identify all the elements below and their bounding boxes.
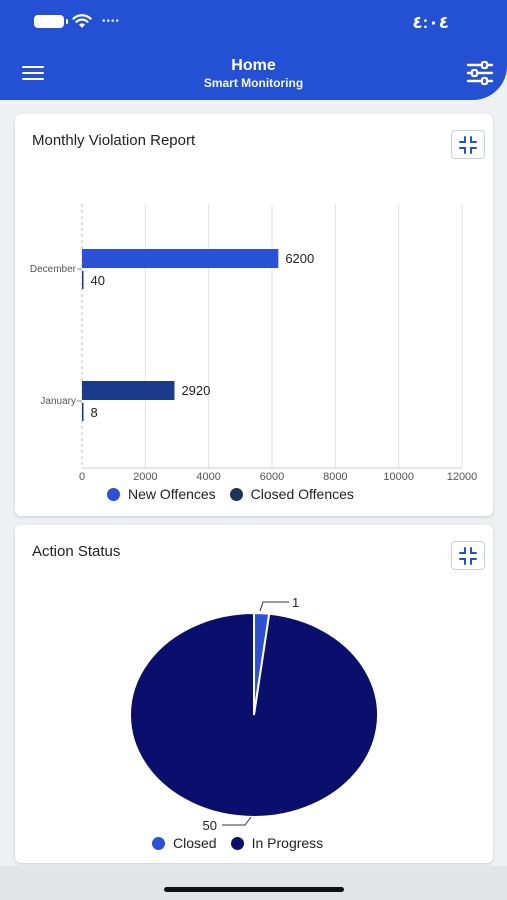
collapse-icon — [459, 135, 477, 154]
legend-label: In Progress — [251, 835, 324, 851]
slice-label: 1 — [292, 595, 299, 610]
legend-swatch — [107, 487, 120, 501]
sliders-icon — [466, 60, 494, 86]
page-title: Home — [231, 57, 276, 74]
slice-leader-line — [259, 601, 289, 612]
legend-label: Closed — [173, 835, 217, 851]
action-pie-chart: 1 50 — [129, 595, 379, 833]
violation-report-card: Monthly Violation Report 0 2000 4000 6000 80… — [15, 114, 493, 516]
battery-icon — [34, 15, 68, 28]
x-tick-label: 12000 — [447, 471, 478, 483]
status-icons: •••• — [34, 14, 120, 29]
action-status-card: Action Status 1 50 Closed In Progress — [15, 525, 493, 863]
x-tick-label: 4000 — [196, 471, 220, 483]
legend-item-closed-offences: Closed Offences — [229, 486, 354, 502]
slice-label: 50 — [203, 818, 217, 833]
bar — [82, 271, 84, 289]
pie-slice — [129, 611, 379, 818]
bar-value-label: 40 — [91, 273, 105, 288]
x-tick-label: 0 — [79, 471, 85, 483]
page-subtitle: Smart Monitoring — [203, 76, 304, 90]
hamburger-menu-icon — [22, 66, 44, 69]
bar-chart-legend: New Offences Closed Offences — [107, 486, 354, 502]
collapse-icon — [459, 546, 477, 565]
pie-chart-legend: Closed In Progress — [152, 835, 323, 851]
legend-label: New Offences — [128, 486, 216, 502]
bar — [82, 381, 175, 400]
x-tick-label: 6000 — [260, 471, 284, 483]
wifi-icon — [72, 14, 92, 28]
legend-swatch — [229, 487, 243, 501]
category-label: January — [40, 396, 76, 407]
filter-button[interactable] — [465, 60, 495, 86]
signal-dots-icon: •••• — [102, 16, 121, 27]
bar-value-label: 8 — [91, 405, 98, 420]
x-tick-label: 8000 — [323, 471, 347, 483]
slice-leader-line — [222, 816, 252, 826]
collapse-button[interactable] — [451, 130, 485, 159]
legend-item-closed: Closed — [152, 835, 217, 851]
bar-value-label: 6200 — [285, 251, 314, 266]
home-indicator[interactable] — [164, 887, 344, 892]
legend-label: Closed Offences — [250, 486, 354, 502]
x-tick-label: 2000 — [133, 471, 157, 483]
bar — [82, 403, 84, 421]
legend-swatch — [152, 836, 165, 850]
card-title: Action Status — [32, 543, 121, 560]
legend-item-new-offences: New Offences — [107, 486, 216, 502]
hamburger-line — [22, 72, 44, 75]
status-time: ٤:٠٤ — [412, 13, 449, 32]
card-title: Monthly Violation Report — [32, 132, 196, 149]
legend-item-in-progress: In Progress — [230, 835, 324, 851]
collapse-button[interactable] — [451, 541, 485, 570]
violation-bar-chart: 0 2000 4000 6000 8000 10000 12000 December 6200 4… — [30, 204, 478, 483]
hamburger-line — [22, 78, 44, 81]
bottom-bar — [0, 866, 507, 900]
bar — [82, 249, 279, 268]
menu-button[interactable] — [22, 64, 46, 82]
category-label: December — [30, 264, 77, 275]
bar-value-label: 2920 — [181, 383, 210, 398]
legend-swatch — [230, 836, 244, 850]
x-tick-label: 10000 — [383, 471, 414, 483]
app-bar: •••• ٤:٠٤ Home Smart Monitoring — [0, 0, 507, 100]
